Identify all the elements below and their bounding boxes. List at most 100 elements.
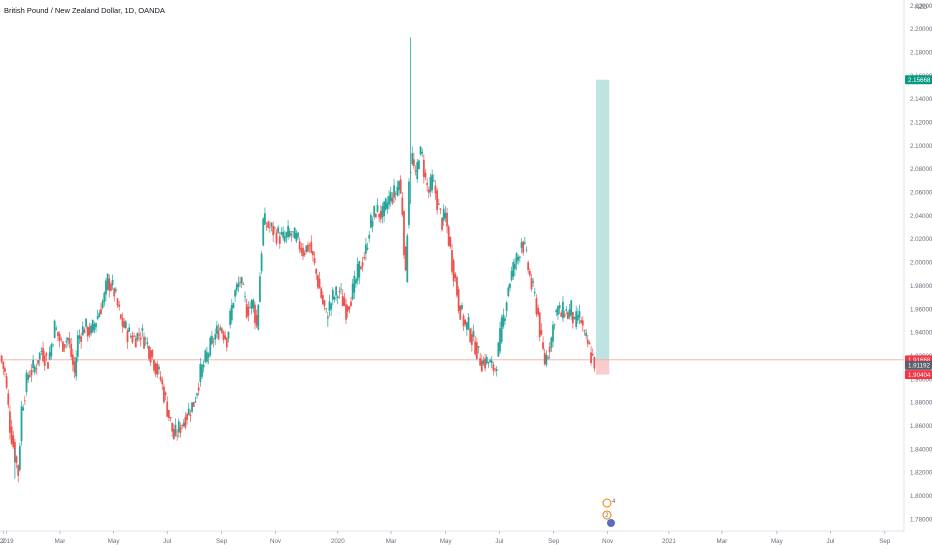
candle-body (432, 180, 435, 182)
candle-body (10, 426, 13, 444)
candle-body (48, 352, 51, 360)
candle-body (573, 316, 576, 320)
candle-body (454, 273, 457, 279)
candle-body (353, 275, 356, 293)
price-tag-target (905, 75, 932, 85)
candle-body (302, 247, 304, 257)
candle-body (103, 292, 106, 303)
candle-body (495, 369, 498, 371)
candle-body (472, 331, 475, 337)
candle-body (211, 335, 213, 344)
candle-body (260, 253, 263, 272)
candle-body (282, 231, 285, 238)
candle-body (199, 364, 202, 383)
candle-body (138, 334, 140, 336)
candle-body (456, 277, 458, 296)
candle-body (207, 353, 210, 358)
y-tick-label: 2.20000 (910, 26, 932, 33)
candle-body (566, 312, 569, 320)
candle-body (437, 203, 440, 205)
candle-body (444, 212, 447, 219)
candle-body (197, 387, 200, 391)
candle-body (552, 324, 554, 342)
candle-body (563, 314, 566, 317)
candle-body (384, 198, 387, 210)
candle-body (325, 308, 328, 309)
candle-body (489, 360, 491, 363)
candle-body (192, 402, 195, 407)
flag-icon[interactable] (606, 519, 615, 527)
event-markers[interactable]: 42 (602, 498, 616, 527)
candle-body (128, 327, 131, 332)
candle-body (562, 301, 564, 319)
candle-body (490, 360, 493, 364)
candle-body (78, 335, 81, 339)
candle-body (558, 305, 561, 309)
candle-body (507, 287, 510, 297)
y-tick-label: 2.06000 (910, 190, 932, 197)
event-marker-icon[interactable] (602, 498, 612, 508)
candle-body (417, 160, 420, 170)
y-tick-label: 1.94000 (910, 330, 932, 337)
candle-body (295, 233, 298, 242)
y-tick-label: 2.02000 (910, 236, 932, 243)
candle-body (441, 217, 443, 230)
candle-body (270, 222, 273, 227)
candle-body (90, 325, 92, 334)
candle-body (336, 296, 339, 299)
candle-body (320, 288, 323, 298)
candle-body (360, 266, 362, 270)
candle-body (422, 159, 425, 177)
candle-body (186, 414, 188, 420)
x-tick-label: Nov (602, 538, 614, 545)
candle-body (166, 401, 169, 417)
candle-body (576, 315, 579, 321)
candle-body (239, 281, 241, 283)
y-tick-label: 2.10000 (910, 143, 932, 150)
candle-body (106, 273, 109, 290)
candle-body (179, 426, 182, 433)
candle-body (590, 352, 592, 364)
candle-body (345, 304, 347, 320)
candle-body (361, 262, 364, 267)
candle-body (222, 332, 225, 340)
candle-body (244, 295, 246, 297)
candle-body (105, 280, 107, 295)
candle-body (169, 417, 172, 419)
candle-body (146, 342, 149, 344)
x-tick-label: Mar (386, 538, 397, 545)
candle-body (252, 299, 255, 309)
candle-body (381, 206, 384, 218)
candle-body (485, 356, 488, 364)
candle-body (457, 289, 460, 311)
candle-body (414, 170, 417, 172)
candle-body (126, 330, 129, 343)
candle-body (20, 406, 23, 442)
candle-body (548, 347, 551, 353)
candle-body (62, 341, 64, 352)
candle-body (505, 302, 508, 311)
candle-body (333, 296, 336, 300)
candle-body (215, 325, 218, 334)
candle-body (189, 414, 192, 417)
candles (0, 37, 596, 483)
candle-body (406, 235, 409, 283)
candle-body (477, 346, 480, 348)
candle-body (265, 225, 268, 227)
candle-body (9, 411, 11, 433)
event-marker-icon[interactable] (602, 510, 612, 520)
candle-body (537, 307, 539, 315)
candle-body (565, 309, 568, 311)
price-tag-label: 2.15668 (908, 77, 931, 84)
x-tick-label: 2020 (331, 538, 345, 545)
candle-body (398, 181, 400, 191)
price-tag-current (905, 360, 932, 370)
candle-body (272, 226, 275, 236)
candle-body (379, 210, 382, 220)
candle-body (328, 301, 331, 311)
candle-body (182, 422, 185, 426)
candle-body (568, 309, 571, 317)
candle-body (399, 179, 402, 194)
